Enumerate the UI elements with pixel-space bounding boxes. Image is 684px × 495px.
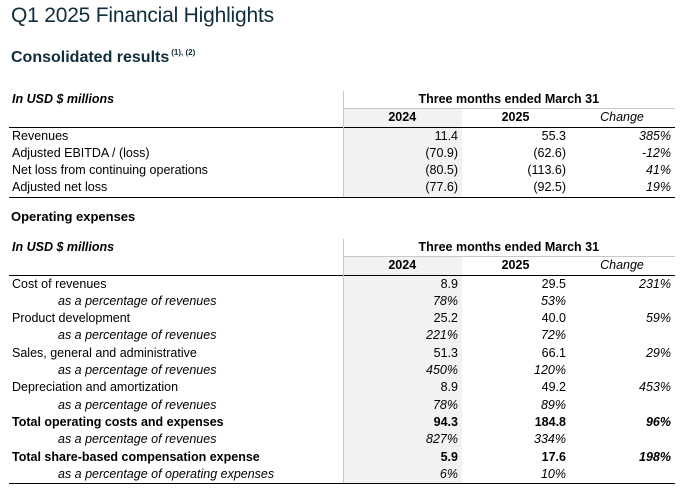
table-row-total: Total share-based compensation expense 5… [9, 448, 675, 466]
value-change: -12% [641, 145, 671, 160]
value-2025: 72% [540, 328, 566, 343]
value-2024: 94.3 [342, 413, 462, 432]
value-2025: 66.1 [541, 345, 566, 360]
value-2024: 8.9 [342, 274, 462, 293]
col-2025-header: 2025 [501, 110, 530, 125]
value-2024: 11.4 [342, 126, 462, 145]
value-change: 198% [639, 449, 671, 464]
table-row-percentage: as a percentage of revenues 221% 72% [9, 327, 675, 345]
row-label: as a percentage of revenues [58, 397, 217, 412]
table-row: Revenues 11.4 55.3 385% [9, 126, 675, 145]
col-2025-header: 2025 [501, 258, 530, 273]
consolidated-results-table: In USD $ millions Three months ended Mar… [9, 91, 675, 198]
footnote-marker: (1), (2) [171, 48, 196, 57]
row-label: Cost of revenues [9, 274, 343, 293]
value-change: 96% [645, 414, 671, 429]
value-2024: 450% [342, 362, 462, 380]
row-label: as a percentage of revenues [58, 293, 217, 308]
value-2024: 78% [342, 292, 462, 311]
value-2024: 221% [342, 327, 462, 345]
table-row-total: Total operating costs and expenses 94.3 … [9, 413, 675, 432]
value-2024: (70.9) [342, 144, 462, 163]
value-change: 231% [570, 274, 675, 293]
value-2024: 827% [342, 431, 462, 449]
value-2025: 10% [462, 465, 570, 485]
col-2024-header: 2024 [342, 256, 462, 276]
consolidated-results-label: Consolidated results [11, 49, 170, 66]
value-2025: 29.5 [462, 274, 570, 293]
value-2025: (92.5) [462, 179, 570, 198]
value-2024: 78% [342, 396, 462, 414]
value-2024: 5.9 [342, 448, 462, 466]
row-label: Sales, general and administrative [12, 345, 197, 360]
value-2025: 53% [540, 293, 566, 308]
value-2024: 25.2 [342, 310, 462, 328]
row-label: Total share-based compensation expense [12, 449, 260, 464]
table-row: Cost of revenues 8.9 29.5 231% [9, 274, 675, 293]
row-label: Net loss from continuing operations [12, 163, 208, 178]
table-header-row: In USD $ millions Three months ended Mar… [9, 91, 675, 110]
value-2025: 89% [540, 397, 566, 412]
row-label: as a percentage of revenues [58, 432, 217, 447]
table-row-percentage: as a percentage of revenues 450% 120% [9, 362, 675, 380]
table-row-percentage: as a percentage of revenues 78% 89% [9, 396, 675, 414]
period-header: Three months ended March 31 [342, 239, 675, 258]
value-2024: 8.9 [342, 379, 462, 397]
table-row: Depreciation and amortization 8.9 49.2 4… [9, 379, 675, 397]
value-2025: (62.6) [533, 145, 566, 160]
value-change: 385% [570, 126, 675, 145]
row-label: Adjusted EBITDA / (loss) [12, 145, 150, 160]
value-2025: 40.0 [541, 311, 566, 326]
value-2024: (80.5) [342, 162, 462, 180]
col-2024-header: 2024 [342, 108, 462, 128]
row-label: as a percentage of revenues [58, 328, 217, 343]
table-header-row: In USD $ millions Three months ended Mar… [9, 239, 675, 258]
table-row: Adjusted net loss (77.6) (92.5) 19% [9, 179, 675, 198]
col-change-header: Change [600, 258, 644, 273]
row-label: Depreciation and amortization [12, 380, 179, 395]
value-change: 41% [645, 163, 671, 178]
table-row: Adjusted EBITDA / (loss) (70.9) (62.6) -… [9, 144, 675, 163]
table-row-percentage: as a percentage of operating expenses 6%… [9, 465, 675, 485]
unit-label: In USD $ millions [12, 92, 115, 107]
value-2024: 51.3 [342, 344, 462, 363]
row-label: Product development [12, 311, 131, 326]
consolidated-results-heading: Consolidated results (1), (2) [11, 48, 195, 67]
table-row: Net loss from continuing operations (80.… [9, 162, 675, 180]
operating-expenses-heading: Operating expenses [11, 209, 136, 224]
value-2025: 17.6 [541, 449, 566, 464]
value-2025: 49.2 [541, 380, 566, 395]
value-2025: (113.6) [527, 163, 566, 178]
table-row-percentage: as a percentage of revenues 827% 334% [9, 431, 675, 449]
row-label: Adjusted net loss [9, 179, 343, 198]
value-2025: 334% [534, 432, 566, 447]
table-row: Sales, general and administrative 51.3 6… [9, 344, 675, 363]
operating-expenses-table: In USD $ millions Three months ended Mar… [9, 239, 675, 485]
value-2024: (77.6) [342, 179, 462, 198]
table-subheader-row: 2024 2025 Change [9, 256, 675, 276]
value-change: 453% [639, 380, 671, 395]
page-title: Q1 2025 Financial Highlights [11, 4, 274, 27]
value-2024: 6% [342, 465, 462, 485]
row-label: Revenues [9, 126, 343, 145]
table-row-percentage: as a percentage of revenues 78% 53% [9, 292, 675, 311]
col-change-header: Change [600, 110, 644, 125]
row-label: as a percentage of revenues [58, 363, 217, 378]
value-change: 29% [645, 345, 671, 360]
row-label: Total operating costs and expenses [12, 414, 224, 429]
value-2025: 120% [534, 363, 566, 378]
value-change: 19% [570, 179, 675, 198]
value-2025: 184.8 [534, 414, 566, 429]
table-row: Product development 25.2 40.0 59% [9, 310, 675, 328]
unit-label: In USD $ millions [12, 240, 115, 255]
table-subheader-row: 2024 2025 Change [9, 108, 675, 128]
value-2025: 55.3 [462, 126, 570, 145]
period-header: Three months ended March 31 [342, 91, 675, 110]
row-label: as a percentage of operating expenses [9, 465, 343, 485]
value-change: 59% [645, 311, 671, 326]
